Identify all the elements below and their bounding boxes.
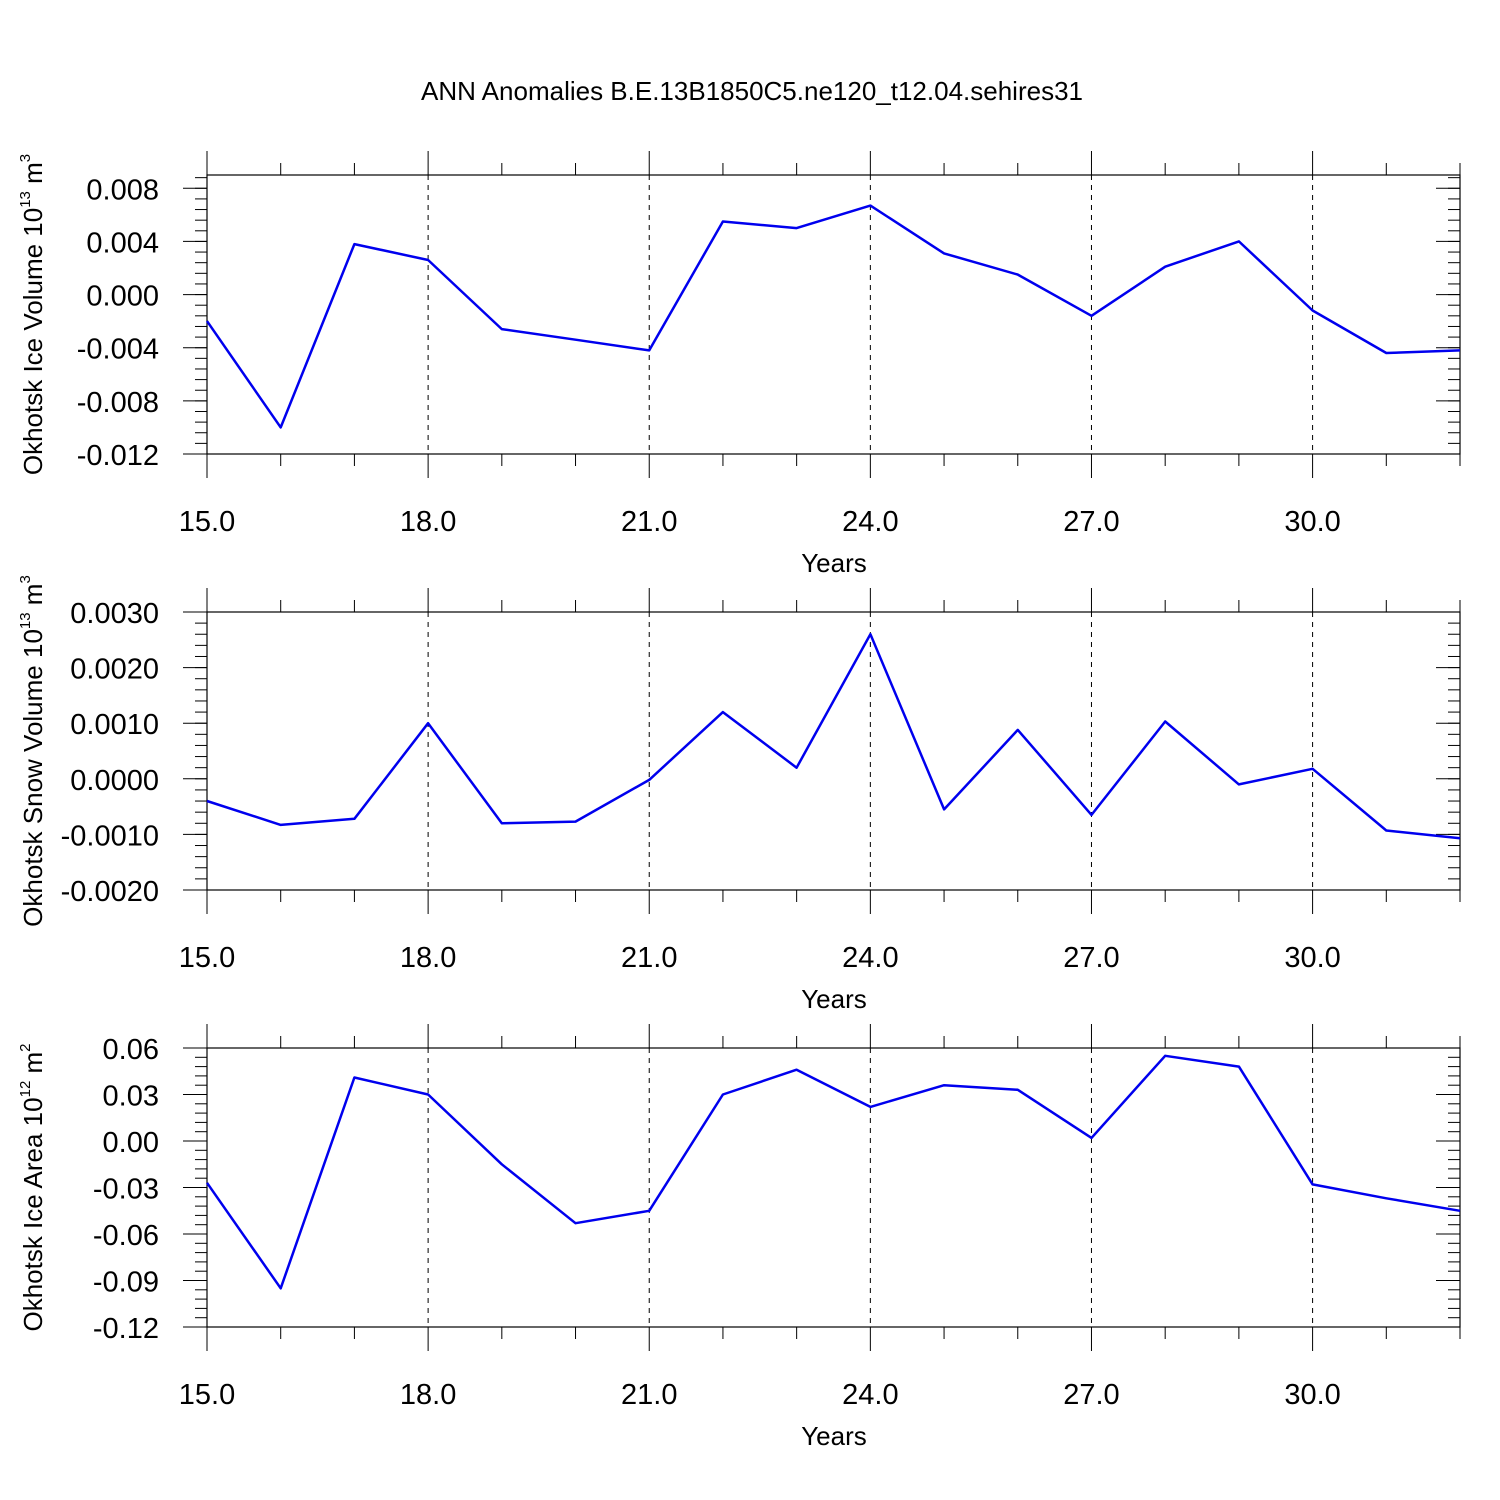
y-tick-label: -0.008 (77, 387, 159, 419)
y-tick-label: 0.06 (103, 1034, 159, 1066)
y-tick-label: -0.0020 (61, 876, 159, 908)
y-tick-label: 0.000 (86, 281, 159, 313)
y-axis-label-unit: m (18, 162, 48, 191)
chart-panel-1: 15.0 18.0 21.0 24.0 27.0 30.0 Years -0.012 -0.00… (17, 151, 1461, 578)
y-tick-label: -0.0010 (61, 820, 159, 852)
panels: 15.0 18.0 21.0 24.0 27.0 30.0 Years -0.012 -0.00… (17, 151, 1461, 1451)
x-tick-label: 21.0 (621, 942, 677, 974)
x-tick-label: 15.0 (179, 1379, 235, 1411)
y-tick-label: 0.00 (103, 1127, 159, 1159)
x-tick-label: 24.0 (842, 506, 898, 538)
chart-panel-2: 15.0 18.0 21.0 24.0 27.0 30.0 Years -0.0020 -0.0… (17, 575, 1461, 1014)
y-axis-label-exponent: 13 (17, 191, 34, 208)
plot-frame (206, 1047, 1461, 1328)
y-axis-label-exponent: 12 (17, 1081, 34, 1098)
series-line (205, 1054, 1461, 1290)
x-axis-label: Years (801, 548, 867, 578)
y-tick-label: -0.03 (93, 1174, 159, 1206)
y-axis-label-unit-exponent: 3 (17, 154, 34, 162)
plot-frame (206, 174, 1461, 455)
x-tick-label: 21.0 (621, 1379, 677, 1411)
y-tick-label: 0.0010 (70, 709, 159, 741)
y-axis-label-base: Okhotsk Ice Volume 10 (18, 208, 48, 475)
y-tick-label: 0.0020 (70, 654, 159, 686)
x-tick-label: 18.0 (400, 506, 456, 538)
series-line (206, 632, 1461, 840)
x-tick-label: 18.0 (400, 942, 456, 974)
x-tick-label: 27.0 (1063, 1379, 1119, 1411)
x-tick-label: 24.0 (842, 942, 898, 974)
y-tick-label: 0.0000 (70, 765, 159, 797)
x-tick-label: 30.0 (1284, 942, 1340, 974)
y-tick-label: 0.008 (86, 174, 159, 206)
x-tick-label: 18.0 (400, 1379, 456, 1411)
y-axis-label-unit: m (18, 1052, 48, 1081)
chart-panel-3: 15.0 18.0 21.0 24.0 27.0 30.0 Years -0.12 -0.09 -… (17, 1024, 1461, 1451)
x-axis-label: Years (801, 984, 867, 1014)
y-axis-label-unit-exponent: 2 (17, 1043, 34, 1051)
y-tick-label: 0.03 (103, 1081, 159, 1113)
y-axis-label-base: Okhotsk Snow Volume 10 (18, 629, 48, 927)
y-axis-label: Okhotsk Ice Area 1012 m2 (17, 1043, 48, 1331)
x-axis-label: Years (801, 1421, 867, 1451)
y-tick-label: -0.012 (77, 440, 159, 472)
x-tick-label: 15.0 (179, 942, 235, 974)
y-tick-label: -0.06 (93, 1220, 159, 1252)
y-tick-label: 0.0030 (70, 598, 159, 630)
y-axis-label-exponent: 13 (17, 612, 34, 629)
figure-title: ANN Anomalies B.E.13B1850C5.ne120_t12.04… (421, 76, 1083, 106)
y-axis-label: Okhotsk Snow Volume 1013 m3 (17, 575, 48, 927)
plot-frame (206, 611, 1461, 891)
x-tick-label: 30.0 (1284, 506, 1340, 538)
y-axis-label-base: Okhotsk Ice Area 10 (18, 1097, 48, 1331)
x-tick-label: 27.0 (1063, 506, 1119, 538)
series-line (205, 204, 1461, 429)
y-axis-label-unit: m (18, 584, 48, 613)
y-axis-label-unit-exponent: 3 (17, 575, 34, 583)
y-tick-label: -0.09 (93, 1267, 159, 1299)
y-tick-label: -0.004 (77, 334, 159, 366)
y-axis-label: Okhotsk Ice Volume 1013 m3 (17, 154, 48, 475)
x-tick-label: 21.0 (621, 506, 677, 538)
y-tick-label: 0.004 (86, 227, 159, 259)
x-tick-label: 30.0 (1284, 1379, 1340, 1411)
x-tick-label: 15.0 (179, 506, 235, 538)
x-tick-label: 27.0 (1063, 942, 1119, 974)
y-tick-label: -0.12 (93, 1313, 159, 1345)
x-tick-label: 24.0 (842, 1379, 898, 1411)
